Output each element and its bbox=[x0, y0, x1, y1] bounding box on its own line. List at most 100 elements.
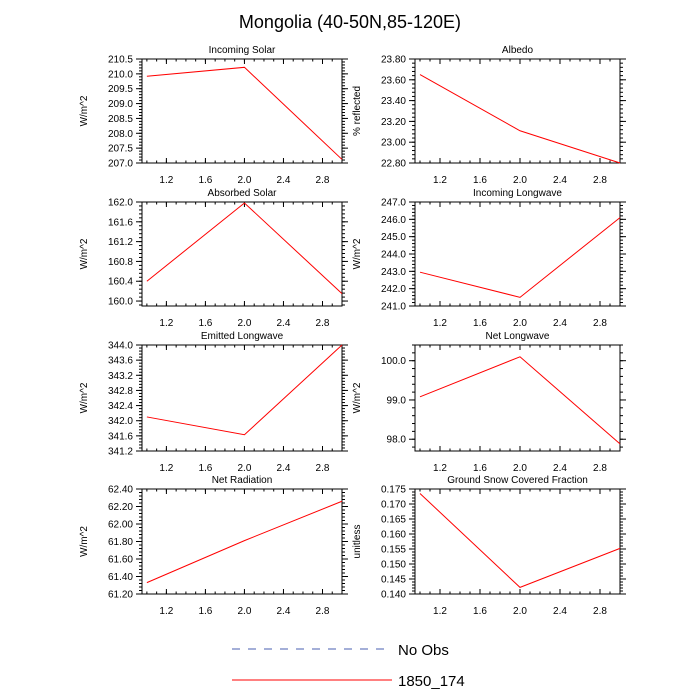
y-tick-label-244-0: 244.0 bbox=[381, 250, 406, 261]
x-tick-label-2-0: 2.0 bbox=[513, 463, 527, 474]
y-tick-label-208-5: 208.5 bbox=[108, 114, 133, 125]
y-tick-label-0-145: 0.145 bbox=[381, 575, 406, 586]
chart-title: Absorbed Solar bbox=[208, 188, 278, 199]
y-tick-label-23-00: 23.00 bbox=[381, 138, 406, 149]
y-axis-label: W/m^2 bbox=[79, 238, 90, 269]
plot-frame bbox=[414, 344, 621, 452]
chart-panel-8: Ground Snow Covered Fraction unitless 1.2 1… bbox=[352, 475, 626, 617]
chart-panel-5: Emitted Longwave W/m^2 1.2 1.6 2.0 2.4 2.8 341.… bbox=[79, 331, 348, 474]
y-axis-label: W/m^2 bbox=[352, 382, 363, 413]
y-tick-label-61-20: 61.20 bbox=[108, 590, 133, 601]
chart-title: Incoming Longwave bbox=[473, 188, 562, 199]
chart-title: Net Radiation bbox=[212, 475, 273, 486]
panels-group: Incoming Solar W/m^2 1.2 1.6 2.0 2.4 2.8 207.0 2… bbox=[79, 45, 626, 617]
plot-frame bbox=[414, 58, 621, 164]
y-tick-label-246-0: 246.0 bbox=[381, 215, 406, 226]
x-tick-label-2-4: 2.4 bbox=[277, 463, 291, 474]
x-tick-label-1-6: 1.6 bbox=[473, 606, 487, 617]
figure-title: Mongolia (40-50N,85-120E) bbox=[239, 12, 461, 32]
chart-panel-4: Incoming Longwave W/m^2 1.2 1.6 2.0 2.4 2.8 241… bbox=[352, 188, 626, 329]
y-tick-label-162-0: 162.0 bbox=[108, 198, 133, 209]
y-tick-label-207-0: 207.0 bbox=[108, 159, 133, 170]
y-axis-label: W/m^2 bbox=[79, 526, 90, 557]
y-axis-label: % reflected bbox=[352, 86, 363, 136]
y-tick-label-207-5: 207.5 bbox=[108, 144, 133, 155]
chart-panel-6: Net Longwave W/m^2 1.2 1.6 2.0 2.4 2.8 98.0 99.0… bbox=[352, 331, 626, 474]
y-tick-label-342-8: 342.8 bbox=[108, 386, 133, 397]
x-tick-label-2-4: 2.4 bbox=[277, 318, 291, 329]
x-tick-label-1-2: 1.2 bbox=[159, 463, 173, 474]
y-tick-label-22-80: 22.80 bbox=[381, 159, 406, 170]
y-tick-label-342-4: 342.4 bbox=[108, 401, 133, 412]
x-tick-label-1-6: 1.6 bbox=[198, 175, 212, 186]
y-tick-label-241-0: 241.0 bbox=[381, 302, 406, 313]
y-tick-label-62-00: 62.00 bbox=[108, 520, 133, 531]
y-tick-label-62-40: 62.40 bbox=[108, 485, 133, 496]
x-tick-label-2-4: 2.4 bbox=[553, 318, 567, 329]
series-line-1850-174 bbox=[419, 217, 621, 298]
x-tick-label-2-8: 2.8 bbox=[593, 463, 607, 474]
chart-title: Albedo bbox=[502, 45, 534, 56]
y-tick-label-245-0: 245.0 bbox=[381, 232, 406, 243]
chart-title: Emitted Longwave bbox=[201, 331, 284, 342]
x-tick-label-2-8: 2.8 bbox=[593, 606, 607, 617]
x-tick-label-1-2: 1.2 bbox=[159, 318, 173, 329]
x-tick-label-1-2: 1.2 bbox=[159, 606, 173, 617]
x-tick-label-2-0: 2.0 bbox=[237, 175, 251, 186]
y-tick-label-98-0: 98.0 bbox=[387, 435, 407, 446]
x-tick-label-1-6: 1.6 bbox=[198, 606, 212, 617]
y-tick-label-209-5: 209.5 bbox=[108, 84, 133, 95]
chart-panel-7: Net Radiation W/m^2 1.2 1.6 2.0 2.4 2.8 61.20 61… bbox=[79, 475, 348, 617]
x-tick-label-1-6: 1.6 bbox=[473, 318, 487, 329]
y-tick-label-23-20: 23.20 bbox=[381, 117, 406, 128]
series-line-1850-174 bbox=[419, 493, 621, 588]
series-line-1850-174 bbox=[146, 344, 343, 436]
y-tick-label-210-5: 210.5 bbox=[108, 55, 133, 66]
x-tick-label-2-4: 2.4 bbox=[553, 606, 567, 617]
x-tick-label-1-2: 1.2 bbox=[433, 318, 447, 329]
series-line-1850-174 bbox=[146, 66, 343, 160]
x-tick-label-1-2: 1.2 bbox=[433, 463, 447, 474]
plot-frame bbox=[414, 488, 621, 595]
series-line-1850-174 bbox=[419, 74, 621, 164]
x-tick-label-2-4: 2.4 bbox=[277, 175, 291, 186]
x-tick-label-2-4: 2.4 bbox=[553, 463, 567, 474]
series-line-1850-174 bbox=[146, 500, 343, 584]
series-line-1850-174 bbox=[419, 356, 621, 445]
y-tick-label-344-0: 344.0 bbox=[108, 341, 133, 352]
chart-title: Ground Snow Covered Fraction bbox=[447, 475, 588, 486]
y-tick-label-209-0: 209.0 bbox=[108, 99, 133, 110]
x-tick-label-2-8: 2.8 bbox=[316, 318, 330, 329]
x-tick-label-1-2: 1.2 bbox=[433, 175, 447, 186]
series-line-1850-174 bbox=[146, 202, 343, 294]
y-tick-label-99-0: 99.0 bbox=[387, 395, 407, 406]
y-tick-label-61-80: 61.80 bbox=[108, 537, 133, 548]
y-tick-label-208-0: 208.0 bbox=[108, 129, 133, 140]
x-tick-label-2-0: 2.0 bbox=[513, 318, 527, 329]
y-tick-label-23-80: 23.80 bbox=[381, 55, 406, 66]
x-tick-label-1-6: 1.6 bbox=[198, 463, 212, 474]
y-tick-label-210-0: 210.0 bbox=[108, 69, 133, 80]
legend: No Obs 1850_174 bbox=[232, 642, 465, 690]
y-tick-label-343-6: 343.6 bbox=[108, 356, 133, 367]
y-tick-label-160-4: 160.4 bbox=[108, 277, 133, 288]
y-tick-label-62-20: 62.20 bbox=[108, 502, 133, 513]
x-tick-label-2-8: 2.8 bbox=[316, 606, 330, 617]
x-tick-label-1-6: 1.6 bbox=[198, 318, 212, 329]
y-tick-label-242-0: 242.0 bbox=[381, 284, 406, 295]
y-axis-label: unitless bbox=[352, 525, 363, 559]
chart-panel-2: Albedo % reflected 1.2 1.6 2.0 2.4 2.8 22.80 23.… bbox=[352, 45, 626, 186]
y-tick-label-247-0: 247.0 bbox=[381, 198, 406, 209]
plot-frame bbox=[414, 201, 621, 307]
plot-frame bbox=[141, 344, 343, 452]
x-tick-label-2-0: 2.0 bbox=[513, 606, 527, 617]
x-tick-label-1-6: 1.6 bbox=[473, 175, 487, 186]
x-tick-label-2-0: 2.0 bbox=[513, 175, 527, 186]
y-tick-label-61-40: 61.40 bbox=[108, 572, 133, 583]
y-tick-label-0-155: 0.155 bbox=[381, 545, 406, 556]
y-tick-label-61-60: 61.60 bbox=[108, 555, 133, 566]
chart-panel-3: Absorbed Solar W/m^2 1.2 1.6 2.0 2.4 2.8 160.0 1… bbox=[79, 188, 348, 329]
y-tick-label-0-140: 0.140 bbox=[381, 590, 406, 601]
x-tick-label-2-0: 2.0 bbox=[237, 606, 251, 617]
y-axis-label: W/m^2 bbox=[79, 95, 90, 126]
